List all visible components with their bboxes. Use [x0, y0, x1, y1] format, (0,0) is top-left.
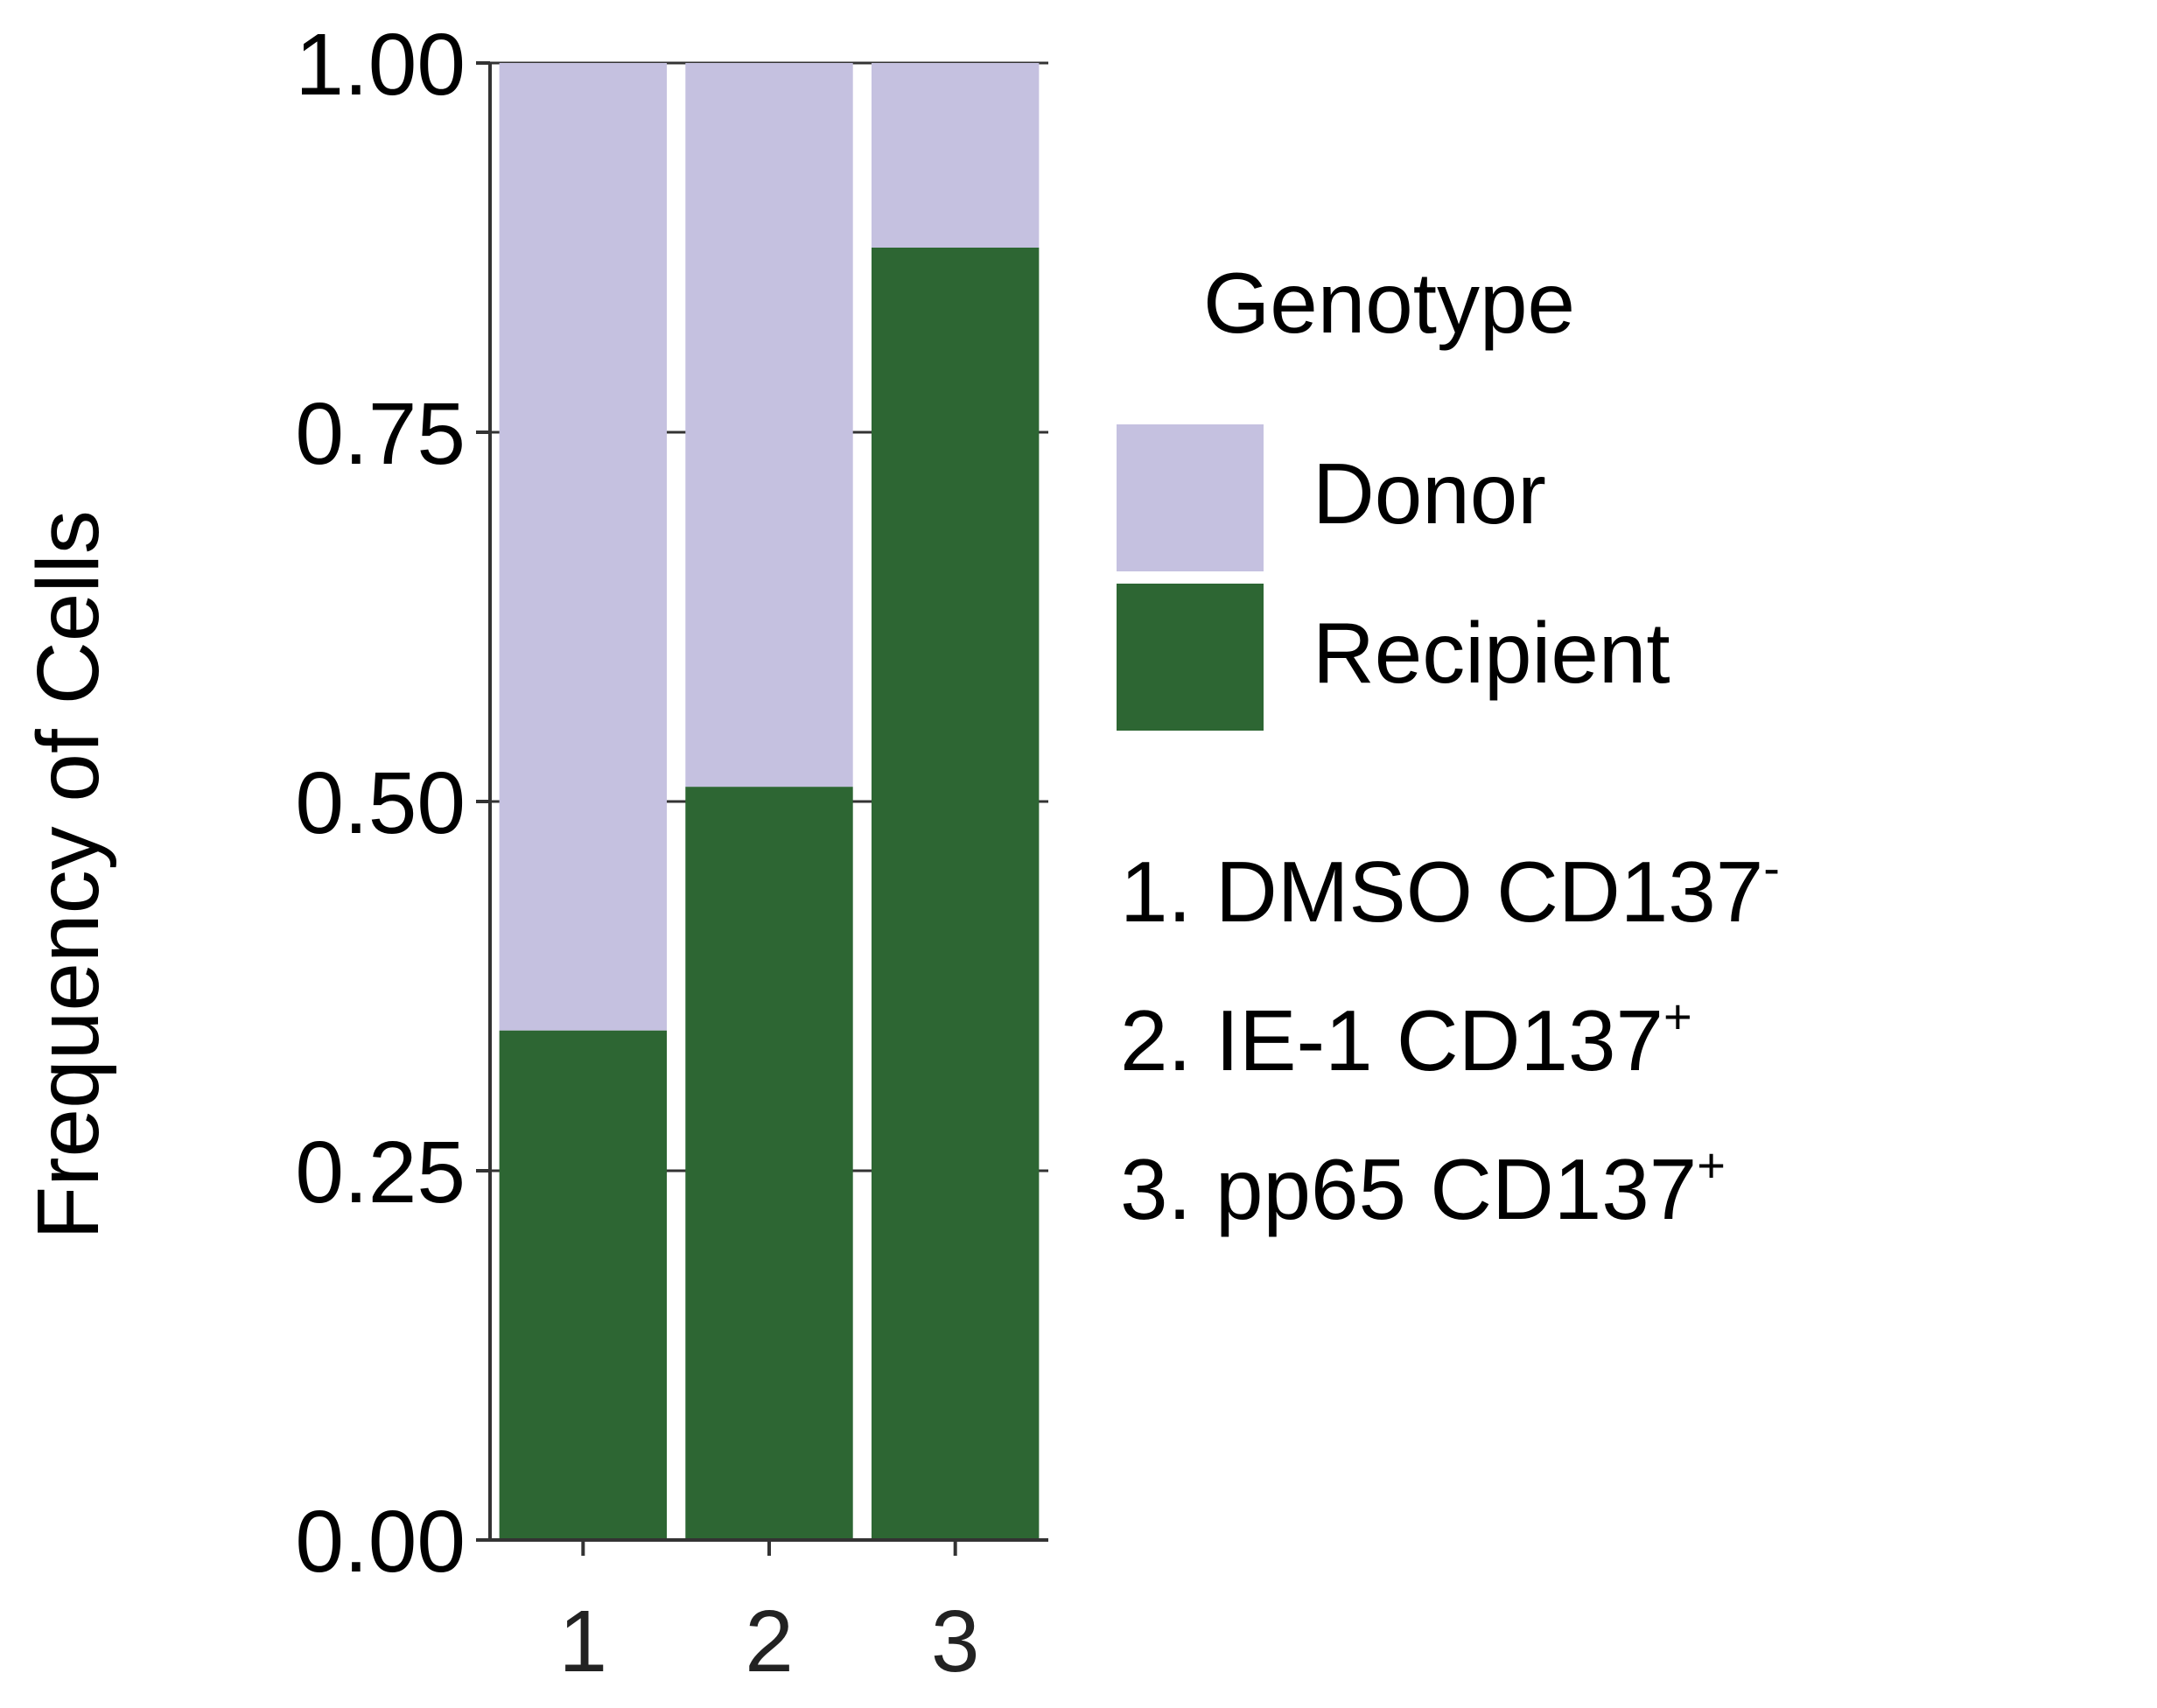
legend-title: Genotype — [1203, 255, 1575, 351]
bar-recipient-2 — [685, 787, 853, 1540]
bar-donor-1 — [499, 63, 668, 1031]
category-note-2-sup: + — [1663, 989, 1692, 1044]
axes: 0.00 0.25 0.50 0.75 1.00 1 2 3 — [295, 16, 1048, 1690]
y-tick-label: 0.50 — [295, 754, 466, 852]
x-tick-label: 2 — [745, 1592, 794, 1690]
y-axis-label: Frequency of Cells — [19, 510, 117, 1240]
y-tick-label: 0.75 — [295, 385, 466, 483]
x-tick-label: 1 — [559, 1592, 608, 1690]
y-tick-label: 0.25 — [295, 1124, 466, 1222]
category-note-2-text: 2. IE-1 CD137 — [1120, 992, 1663, 1088]
y-tick-label: 1.00 — [295, 16, 466, 114]
y-tick-label: 0.00 — [295, 1493, 466, 1591]
legend-key-donor — [1117, 424, 1264, 571]
bar-recipient-3 — [871, 248, 1040, 1540]
bars — [499, 63, 1040, 1540]
category-note-3-text: 3. pp65 CD137 — [1120, 1141, 1698, 1237]
category-note-1-sup: - — [1763, 840, 1780, 895]
category-note-1: 1. DMSO CD137- — [1120, 844, 1780, 935]
category-note-3: 3. pp65 CD137+ — [1120, 1141, 1726, 1233]
category-note-3-sup: + — [1697, 1138, 1726, 1193]
bar-donor-2 — [685, 63, 853, 788]
category-note-1-text: 1. DMSO CD137 — [1120, 844, 1764, 940]
category-note-2: 2. IE-1 CD137+ — [1120, 992, 1692, 1084]
bar-donor-3 — [871, 63, 1040, 248]
x-tick-label: 3 — [931, 1592, 980, 1690]
legend-key-recipient — [1117, 584, 1264, 731]
bar-recipient-1 — [499, 1030, 668, 1540]
legend-label-recipient: Recipient — [1313, 605, 1670, 701]
legend-label-donor: Donor — [1313, 445, 1546, 542]
